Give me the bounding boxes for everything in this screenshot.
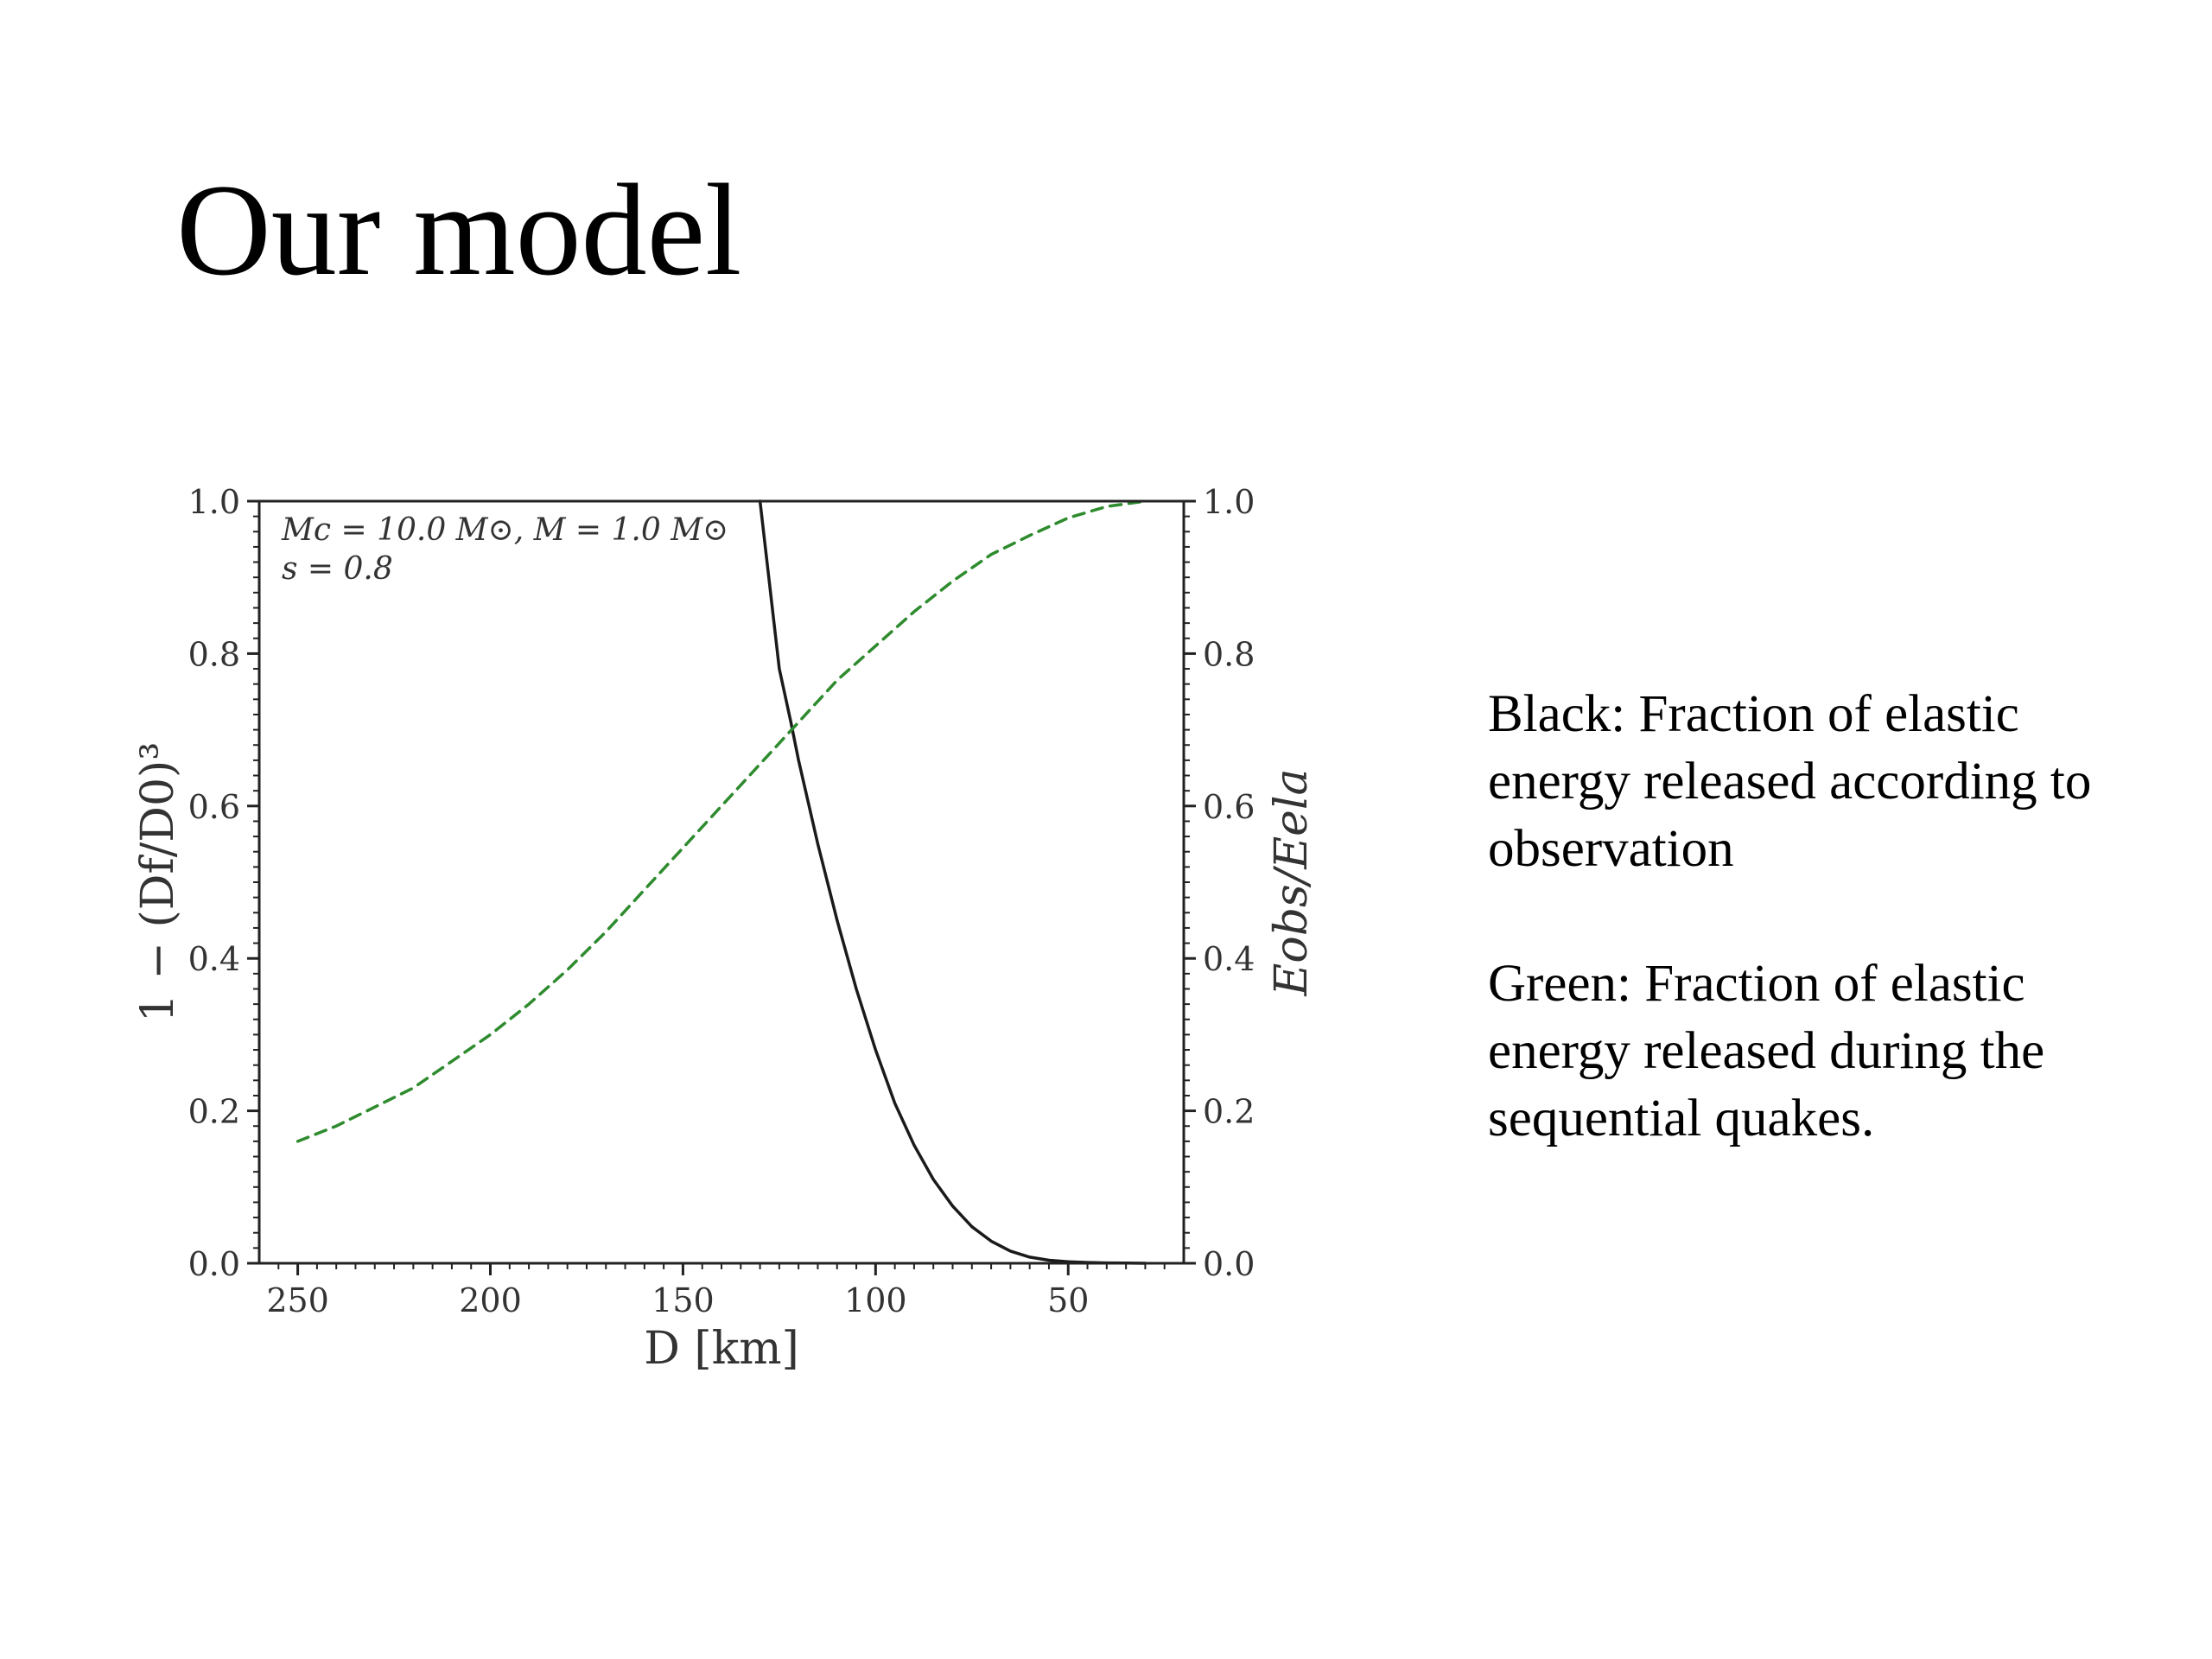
y-tick-label-right: 0.4 [1203, 940, 1255, 978]
x-tick-label: 250 [266, 1281, 329, 1319]
annotation-line-2: s = 0.8 [282, 551, 393, 587]
y-tick-label-right: 0.6 [1203, 788, 1255, 826]
x-tick-label: 100 [844, 1281, 907, 1319]
legend-black: Black: Fraction of elastic energy releas… [1488, 685, 2092, 878]
annotation-line-1: Mc = 10.0 M⊙, M = 1.0 M⊙ [281, 512, 728, 548]
y-tick-label-left: 0.0 [188, 1245, 240, 1283]
y-axis-label-right: Eobs/Eela [1266, 768, 1318, 996]
chart-ticks: 0.0 0.0 0.2 0.2 0.4 0.4 0.6 0.6 0.8 0.8 1.0 1.0 250 2… [188, 483, 1255, 1319]
y-tick-label-left: 0.2 [188, 1093, 240, 1131]
series-line-black [758, 499, 1147, 1265]
x-tick-label: 150 [652, 1281, 715, 1319]
chart-lines [296, 499, 1147, 1265]
y-tick-label-right: 1.0 [1203, 483, 1255, 521]
y-tick-label-right: 0.2 [1203, 1093, 1255, 1131]
y-tick-label-right: 0.0 [1203, 1245, 1255, 1283]
y-tick-label-left: 0.4 [188, 940, 240, 978]
series-line-green [296, 499, 1147, 1143]
y-tick-label-left: 0.6 [188, 788, 240, 826]
y-axis-label-left: 1 − (Df/D0)³ [132, 742, 184, 1022]
x-axis-label: D [km] [644, 1323, 799, 1375]
chart-annotation: Mc = 10.0 M⊙, M = 1.0 M⊙ s = 0.8 [281, 512, 728, 587]
x-tick-label: 50 [1047, 1281, 1089, 1319]
legend-text: Black: Fraction of elastic energy releas… [1488, 681, 2110, 1220]
legend-green: Green: Fraction of elastic energy releas… [1488, 955, 2045, 1147]
y-tick-label-right: 0.8 [1203, 635, 1255, 673]
plot-frame [257, 499, 1185, 1265]
y-tick-label-left: 0.8 [188, 635, 240, 673]
y-tick-label-left: 1.0 [188, 483, 240, 521]
slide-title: Our model [176, 157, 742, 302]
x-tick-label: 200 [459, 1281, 522, 1319]
